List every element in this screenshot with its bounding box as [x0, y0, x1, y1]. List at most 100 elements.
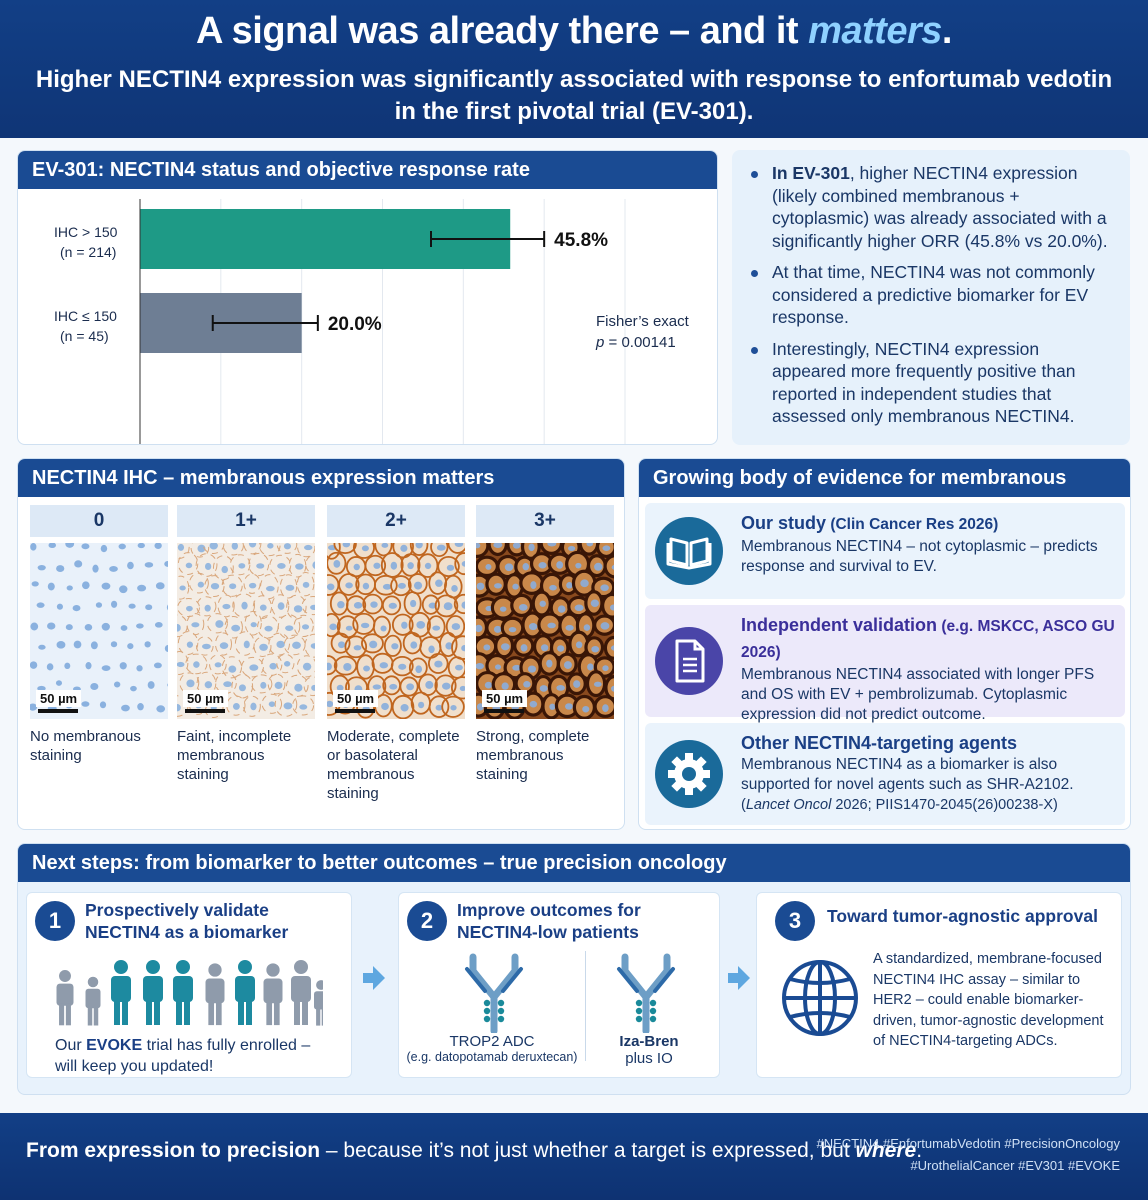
ihc-panel-title: NECTIN4 IHC – membranous expression matt…: [18, 459, 624, 497]
evidence-title: Our study (Clin Cancer Res 2026): [741, 511, 1119, 537]
scale-label: 50 µm: [36, 690, 82, 707]
hashtag-line: #NECTIN4 #EnfortumabVedotin #PrecisionOn…: [816, 1136, 1121, 1151]
step-number: 1: [35, 901, 75, 941]
step-title: Prospectively validate NECTIN4 as a bioma…: [85, 899, 288, 943]
score-label: 2+: [327, 505, 465, 537]
subtitle-line-2: in the first pivotal trial (EV-301).: [394, 98, 754, 125]
iza-bren-icon: [617, 953, 675, 1033]
step-2-card: 2 Improve outcomes for NECTIN4-low patien…: [398, 892, 720, 1078]
chart-panel-title: EV-301: NECTIN4 status and objective res…: [18, 151, 717, 189]
finding-text: , higher NECTIN4 expression (likely comb…: [772, 163, 1108, 251]
patients-group-icon: [56, 960, 323, 1026]
evidence-body: Membranous NECTIN4 associated with longe…: [741, 666, 1095, 723]
step-1-text: Our EVOKE trial has fully enrolled – will…: [55, 1035, 310, 1077]
scale-label: 50 µm: [333, 690, 379, 707]
ihc-score-3: 3+ 50 µm Strong, complete membranous sta…: [476, 505, 614, 784]
scale-bar: [484, 709, 524, 713]
adc2-sublabel: plus IO: [625, 1050, 673, 1067]
step-number: 2: [407, 901, 447, 941]
footer-tagline: From expression to precision – because i…: [26, 1139, 922, 1163]
ihc-score-1: 1+ 50 µm Faint, incomplete membranous st…: [177, 505, 315, 784]
evidence-card-other-agents: Other NECTIN4-targeting agents Membranou…: [645, 723, 1125, 825]
evidence-body: Membranous NECTIN4 – not cytoplasmic – p…: [741, 538, 1098, 575]
evidence-panel-title: Growing body of evidence for membranous …: [639, 459, 1130, 527]
person-icon: [291, 960, 311, 1025]
adc2-label-block: Iza-Bren plus IO: [589, 1033, 709, 1067]
trial-name: EVOKE: [86, 1037, 143, 1054]
ihc-image: 50 µm: [327, 543, 465, 719]
adc1-label-block: TROP2 ADC (e.g. datopotamab deruxtecan): [399, 1033, 585, 1064]
trop2-adc-icon: [465, 953, 523, 1033]
evidence-title-main: Other NECTIN4-targeting agents: [741, 733, 1018, 753]
scale-label: 50 µm: [183, 690, 229, 707]
subtitle-line-1: Higher NECTIN4 expression was significan…: [35, 66, 1113, 93]
score-label: 3+: [476, 505, 614, 537]
step-title: Improve outcomes for NECTIN4-low patients: [457, 899, 641, 943]
ihc-image: 50 µm: [476, 543, 614, 719]
scale-bar: [38, 709, 78, 713]
person-icon: [85, 976, 101, 1026]
page-title: A signal was already there – and it matt…: [0, 10, 1148, 53]
ihc-score-2: 2+ 50 µm Moderate, complete or basolater…: [327, 505, 465, 803]
category-n-label: (n = 214): [60, 244, 116, 260]
adc1-label: TROP2 ADC: [449, 1033, 535, 1050]
tagline-end: .: [916, 1139, 923, 1162]
evidence-title-main: Our study: [741, 513, 827, 533]
finding-text: Interestingly, NECTIN4 expression appear…: [772, 338, 1076, 427]
score-label: 1+: [177, 505, 315, 537]
finding-item: Interestingly, NECTIN4 expression appear…: [748, 338, 1116, 428]
tagline-bold: From expression to precision: [26, 1139, 321, 1162]
finding-text: At that time, NECTIN4 was not commonly c…: [772, 262, 1095, 327]
stat-p-value: p = 0.00141: [595, 334, 676, 351]
evidence-card-our-study: Our study (Clin Cancer Res 2026) Membran…: [645, 503, 1125, 599]
step-text: trial has fully enrolled –: [142, 1037, 311, 1054]
value-label: 45.8%: [554, 230, 608, 251]
step-title-line: NECTIN4-low patients: [457, 922, 639, 942]
book-icon: [655, 517, 723, 585]
evidence-title-main: Independent validation: [741, 615, 938, 635]
key-findings-panel: In EV-301, higher NECTIN4 expression (li…: [732, 150, 1130, 445]
person-icon: [111, 960, 131, 1025]
person-icon: [173, 960, 193, 1025]
evidence-title: Independent validation (e.g. MSKCC, ASCO…: [741, 613, 1119, 665]
finding-bold: In EV-301: [772, 163, 850, 183]
score-description: Moderate, complete or basolateral membra…: [327, 728, 460, 802]
evidence-reference: (Lancet Oncol 2026; PIIS1470-2045(26)002…: [741, 795, 1119, 815]
adc1-sublabel: (e.g. datopotamab deruxtecan): [406, 1050, 578, 1064]
score-description: No membranous staining: [30, 728, 141, 764]
next-steps-title: Next steps: from biomarker to better out…: [18, 844, 1130, 882]
evidence-text: Other NECTIN4-targeting agents Membranou…: [741, 731, 1119, 815]
tagline-text: – because it’s not just whether a target…: [320, 1139, 856, 1162]
evidence-body: Membranous NECTIN4 as a biomarker is als…: [741, 756, 1074, 793]
p-value: = 0.00141: [604, 334, 675, 351]
step-title: Toward tumor-agnostic approval: [827, 906, 1098, 926]
category-label: IHC > 150: [54, 224, 118, 240]
step-title-line: Prospectively validate: [85, 900, 269, 920]
orr-bar-chart: 45.8%20.0% 0102030405060 IHC > 150 (n = …: [54, 199, 690, 444]
bullet-dot: [751, 346, 758, 354]
score-description: Strong, complete membranous staining: [476, 728, 590, 783]
step-1-card: 1 Prospectively validate NECTIN4 as a bio…: [26, 892, 352, 1078]
finding-item: In EV-301, higher NECTIN4 expression (li…: [748, 162, 1116, 252]
step-3-card: 3 Toward tumor-agnostic approval A stand…: [756, 892, 1122, 1078]
p-symbol: p: [595, 334, 604, 351]
scale-bar: [335, 709, 375, 713]
ref-open: (: [741, 797, 746, 813]
person-icon: [314, 980, 323, 1026]
orr-chart-panel: EV-301: NECTIN4 status and objective res…: [17, 150, 718, 445]
tagline-emphasis: where: [855, 1139, 917, 1162]
ihc-score-0: 0 50 µm No membranous staining: [30, 505, 168, 765]
person-icon: [56, 970, 74, 1026]
step-text: Our: [55, 1037, 87, 1054]
evidence-card-validation: Independent validation (e.g. MSKCC, ASCO…: [645, 605, 1125, 723]
footer-hashtags: #NECTIN4 #EnfortumabVedotin #PrecisionOn…: [790, 1133, 1121, 1177]
evidence-title-ref: (e.g. MSKCC, ASCO GU 2026): [741, 618, 1115, 661]
value-label: 20.0%: [328, 314, 382, 335]
scale-label: 50 µm: [482, 690, 528, 707]
footer-banner: From expression to precision – because i…: [0, 1113, 1148, 1200]
ref-details: 2026; PIIS1470-2045(26)00238-X): [831, 797, 1058, 813]
page-subtitle: Higher NECTIN4 expression was significan…: [0, 64, 1148, 128]
ihc-image: 50 µm: [177, 543, 315, 719]
findings-list: In EV-301, higher NECTIN4 expression (li…: [732, 150, 1130, 428]
finding-item: At that time, NECTIN4 was not commonly c…: [748, 261, 1116, 329]
